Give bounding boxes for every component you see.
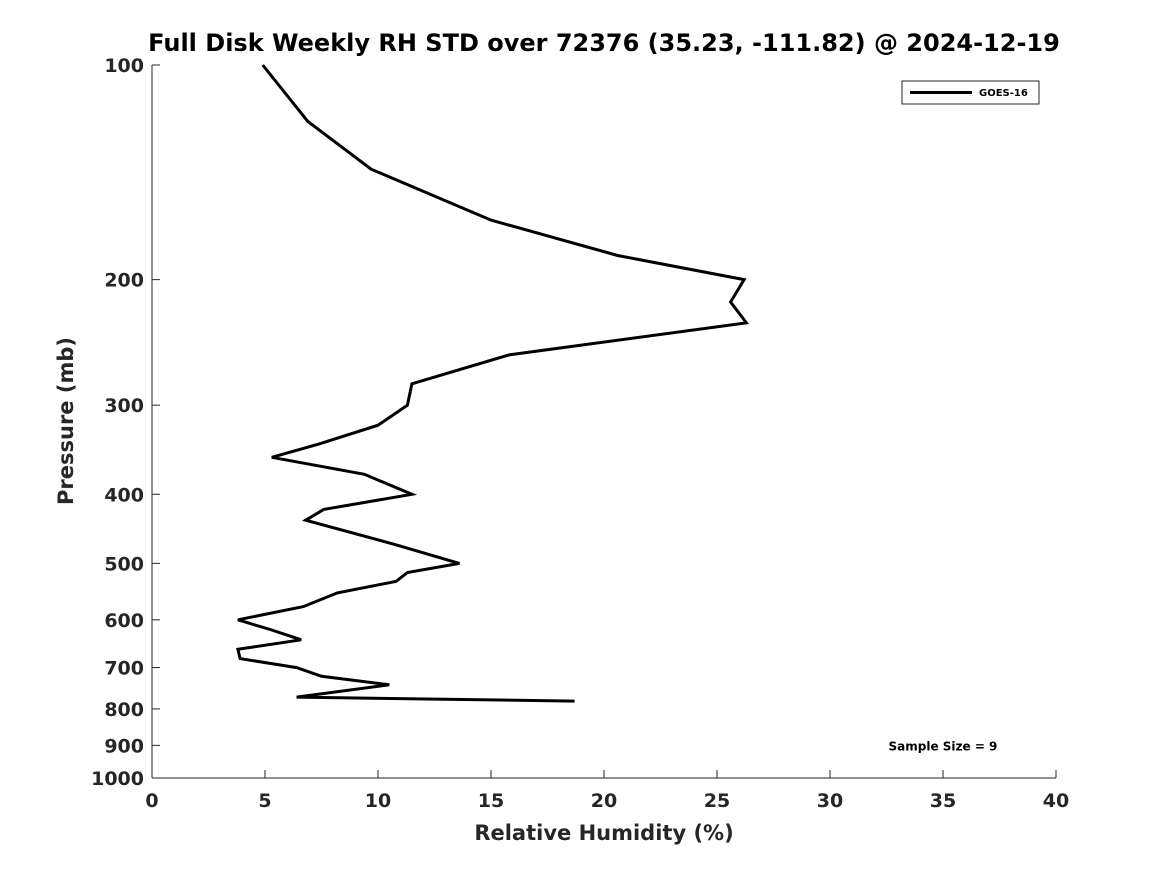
sample-size-annotation: Sample Size = 9 [889, 739, 998, 753]
x-tick-label: 5 [258, 790, 271, 812]
y-tick-label: 1000 [91, 768, 144, 790]
x-tick-label: 20 [591, 790, 617, 812]
series-group [236, 64, 750, 703]
x-tick-label: 25 [704, 790, 730, 812]
x-tick-label: 10 [365, 790, 391, 812]
x-tick-label: 30 [817, 790, 843, 812]
y-tick-label: 900 [104, 735, 144, 757]
annotations: Sample Size = 9 [889, 739, 998, 753]
y-tick-label: 800 [104, 699, 144, 721]
x-tick-label: 35 [930, 790, 956, 812]
chart-title: Full Disk Weekly RH STD over 72376 (35.2… [148, 29, 1060, 57]
legend-label-goes-16: GOES-16 [979, 88, 1028, 99]
y-tick-label: 700 [104, 658, 144, 680]
x-axis-ticks: 0 5 10 15 20 25 30 35 40 [145, 770, 1069, 812]
plot-area: 0 5 10 15 20 25 30 35 40 100 200 300 400 500 600 700 80… [91, 55, 1069, 812]
x-tick-label: 40 [1043, 790, 1069, 812]
x-axis-label: Relative Humidity (%) [474, 821, 733, 845]
y-tick-label: 200 [104, 270, 144, 292]
y-tick-label: 300 [104, 395, 144, 417]
y-axis-label: Pressure (mb) [54, 337, 78, 505]
y-tick-label: 100 [104, 55, 144, 77]
x-tick-label: 15 [478, 790, 504, 812]
y-axis-ticks: 100 200 300 400 500 600 700 800 900 1000 [91, 55, 160, 790]
y-tick-label: 600 [104, 610, 144, 632]
series-line-goes-16 [236, 64, 750, 703]
y-tick-label: 400 [104, 484, 144, 506]
legend: GOES-16 [901, 80, 1040, 105]
x-tick-label: 0 [145, 790, 158, 812]
y-tick-label: 500 [104, 553, 144, 575]
